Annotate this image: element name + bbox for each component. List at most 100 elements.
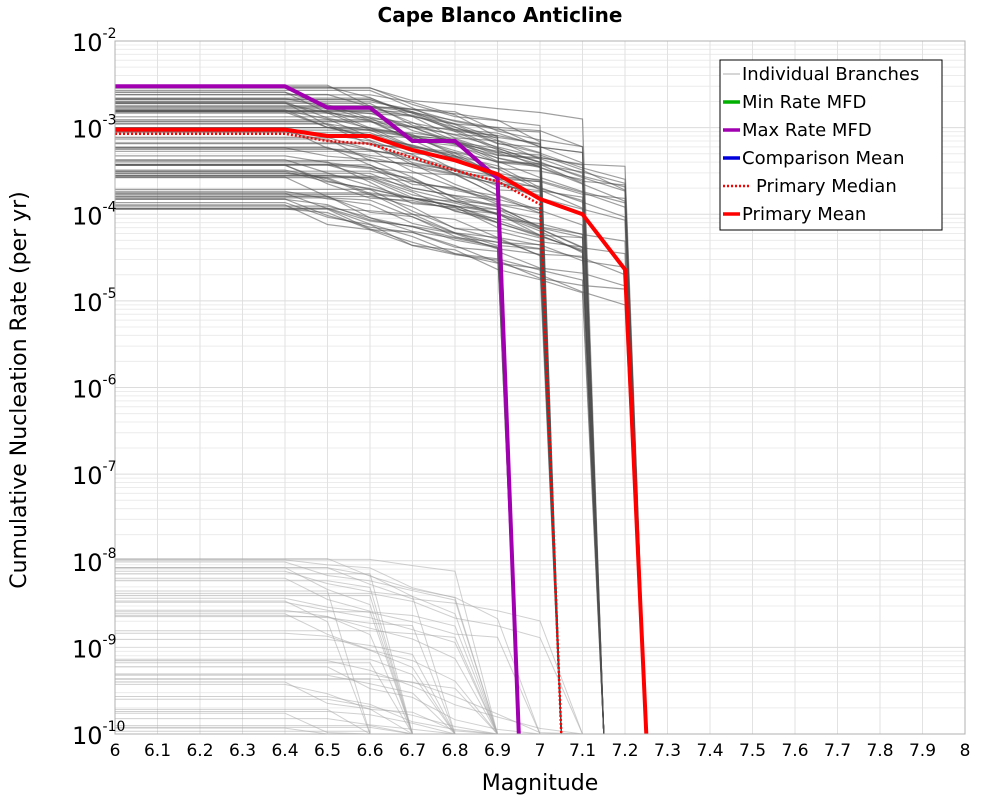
branch-line <box>115 109 647 735</box>
branch-line <box>115 103 520 735</box>
branch-line <box>115 590 371 735</box>
y-tick-label: 10-2 <box>72 26 117 57</box>
x-tick-label: 7.2 <box>611 741 638 761</box>
y-tick-label: 10-10 <box>72 719 125 750</box>
branch-line <box>115 101 562 735</box>
x-axis-label: Magnitude <box>482 771 599 796</box>
branch-line <box>115 146 605 735</box>
x-tick-label: 6.1 <box>144 741 171 761</box>
branch-line <box>115 208 562 735</box>
branch-line <box>115 205 520 735</box>
branch-line <box>115 638 456 735</box>
branch-line <box>115 616 498 735</box>
y-tick-label: 10-8 <box>72 546 117 577</box>
branch-line <box>115 660 583 735</box>
x-tick-label: 7.8 <box>866 741 893 761</box>
branch-line <box>115 666 541 735</box>
branch-line <box>115 97 647 735</box>
branch-line <box>115 662 413 735</box>
branch-line <box>115 601 498 735</box>
legend-label: Individual Branches <box>742 64 919 85</box>
branch-line <box>115 202 647 735</box>
branch-line <box>115 658 456 735</box>
branch-line <box>115 208 647 735</box>
y-tick-labels: 10-2 10-3 10-4 10-5 10-6 10-7 10-8 10-9 10-10 <box>72 26 125 750</box>
legend-label: Primary Median <box>756 176 897 197</box>
x-tick-label: 6.5 <box>314 741 341 761</box>
branch-line <box>115 683 498 735</box>
x-tick-label: 7 <box>535 741 546 761</box>
branch-line <box>115 577 413 735</box>
x-tick-label: 7.9 <box>909 741 936 761</box>
y-tick-label: 10-9 <box>72 632 117 663</box>
branch-line <box>115 150 562 735</box>
branch-line <box>115 197 647 735</box>
branch-line <box>115 630 498 735</box>
legend-label: Min Rate MFD <box>742 92 866 113</box>
branch-line <box>115 673 498 735</box>
plot-frame <box>114 40 966 735</box>
branch-line <box>115 192 605 735</box>
branch-line <box>115 106 605 735</box>
x-tick-label: 6.9 <box>484 741 511 761</box>
branch-line <box>115 198 647 735</box>
series-lines <box>115 84 649 735</box>
branch-line <box>115 109 647 735</box>
branch-line <box>115 674 456 735</box>
branch-line <box>115 558 541 735</box>
branch-line <box>115 193 605 735</box>
branch-line <box>115 561 498 735</box>
x-tick-label: 7.7 <box>824 741 851 761</box>
branch-line <box>115 174 605 735</box>
branch-line <box>115 198 520 735</box>
x-tick-label: 6.3 <box>229 741 256 761</box>
branch-line <box>115 611 498 735</box>
branch-line <box>115 632 456 735</box>
branch-line <box>115 195 605 735</box>
x-tick-label: 6.2 <box>186 741 213 761</box>
branch-line <box>115 116 605 735</box>
branch-line <box>115 573 413 735</box>
branch-line <box>115 204 605 735</box>
branch-line <box>115 726 413 735</box>
y-tick-label: 10-5 <box>72 286 117 317</box>
legend-box <box>719 59 943 231</box>
branch-line <box>115 87 605 735</box>
branch-line <box>115 86 605 735</box>
branch-line <box>115 570 456 735</box>
x-tick-label: 6.6 <box>356 741 383 761</box>
x-tick-label: 6.8 <box>441 741 468 761</box>
x-tick-labels: 6 6.1 6.2 6.3 6.4 6.5 6.6 6.7 6.8 6.9 7 7.1 7.2 7.3 7.… <box>110 741 971 761</box>
branch-line <box>115 164 605 735</box>
chart-title: Cape Blanco Anticline <box>378 3 623 27</box>
branch-line <box>115 195 562 735</box>
branch-line <box>115 615 456 735</box>
y-tick-label: 10-4 <box>72 199 117 230</box>
x-tick-label: 7.5 <box>739 741 766 761</box>
branch-line <box>115 175 562 735</box>
x-tick-label: 6 <box>110 741 121 761</box>
branch-line <box>115 696 498 735</box>
y-axis-label: Cumulative Nucleation Rate (per yr) <box>7 191 32 589</box>
branch-line <box>115 559 498 735</box>
branch-line <box>115 592 583 735</box>
legend-label: Max Rate MFD <box>742 120 872 141</box>
branch-line <box>115 597 541 735</box>
branch-line <box>115 567 583 735</box>
branch-line <box>115 580 413 735</box>
legend-label: Primary Mean <box>742 204 866 225</box>
branch-line <box>115 698 498 735</box>
branch-line <box>115 127 562 735</box>
series-line-primary-mean <box>115 127 649 735</box>
x-tick-label: 6.4 <box>271 741 298 761</box>
y-tick-label: 10-6 <box>72 373 117 404</box>
x-tick-label: 7.4 <box>696 741 723 761</box>
y-tick-label: 10-7 <box>72 459 117 490</box>
x-tick-label: 7.1 <box>569 741 596 761</box>
x-tick-label: 6.7 <box>399 741 426 761</box>
x-tick-label: 8 <box>960 741 971 761</box>
branch-line <box>115 595 413 735</box>
branch-line <box>115 109 605 735</box>
x-tick-label: 7.6 <box>781 741 808 761</box>
